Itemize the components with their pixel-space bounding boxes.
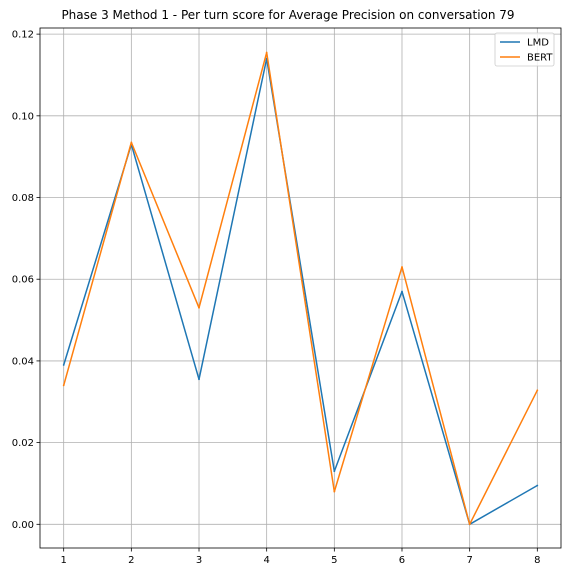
data-point-lmd xyxy=(198,378,200,381)
series-line-lmd xyxy=(62,57,538,526)
data-point-bert xyxy=(198,306,200,309)
data-point-lmd xyxy=(536,484,539,487)
legend-label-bert: BERT xyxy=(527,53,553,64)
series-line-bert xyxy=(62,51,538,526)
data-point-bert xyxy=(333,490,336,493)
data-point-lmd xyxy=(62,364,65,366)
x-tick-label: 4 xyxy=(263,555,269,566)
data-point-lmd xyxy=(401,290,403,293)
data-point-bert xyxy=(536,389,539,392)
y-tick-label: 0.10 xyxy=(12,111,34,122)
x-tick-label: 8 xyxy=(534,555,540,566)
tick-layer: 1 2 3 4 5 6 7 8 0.00 0.02 0.04 0.06 0.08 0.10 0.12 xyxy=(12,30,541,566)
legend: LMD BERT xyxy=(494,32,555,67)
x-tick-label: 1 xyxy=(60,555,66,566)
y-tick-label: 0.12 xyxy=(12,30,34,41)
data-point-lmd xyxy=(333,470,336,473)
data-point-bert xyxy=(62,384,65,387)
data-point-bert xyxy=(130,141,133,144)
legend-label-lmd: LMD xyxy=(527,38,549,49)
x-tick-label: 2 xyxy=(128,555,134,566)
x-tick-label: 5 xyxy=(331,555,337,566)
y-tick-label: 0.08 xyxy=(12,193,34,204)
x-tick-label: 6 xyxy=(399,555,405,566)
plot-frame xyxy=(39,27,562,549)
series-layer xyxy=(62,51,539,526)
y-tick-label: 0.04 xyxy=(12,356,34,367)
chart-title: Phase 3 Method 1 - Per turn score for Av… xyxy=(61,8,515,22)
grid-layer xyxy=(40,28,561,548)
x-tick-label: 3 xyxy=(196,555,202,566)
data-point-bert xyxy=(265,51,268,54)
data-point-bert xyxy=(401,266,403,268)
data-point-bert xyxy=(468,523,471,526)
x-tick-label: 7 xyxy=(466,555,472,566)
y-tick-label: 0.00 xyxy=(12,520,34,531)
y-tick-label: 0.06 xyxy=(12,275,34,286)
y-tick-label: 0.02 xyxy=(12,438,34,449)
